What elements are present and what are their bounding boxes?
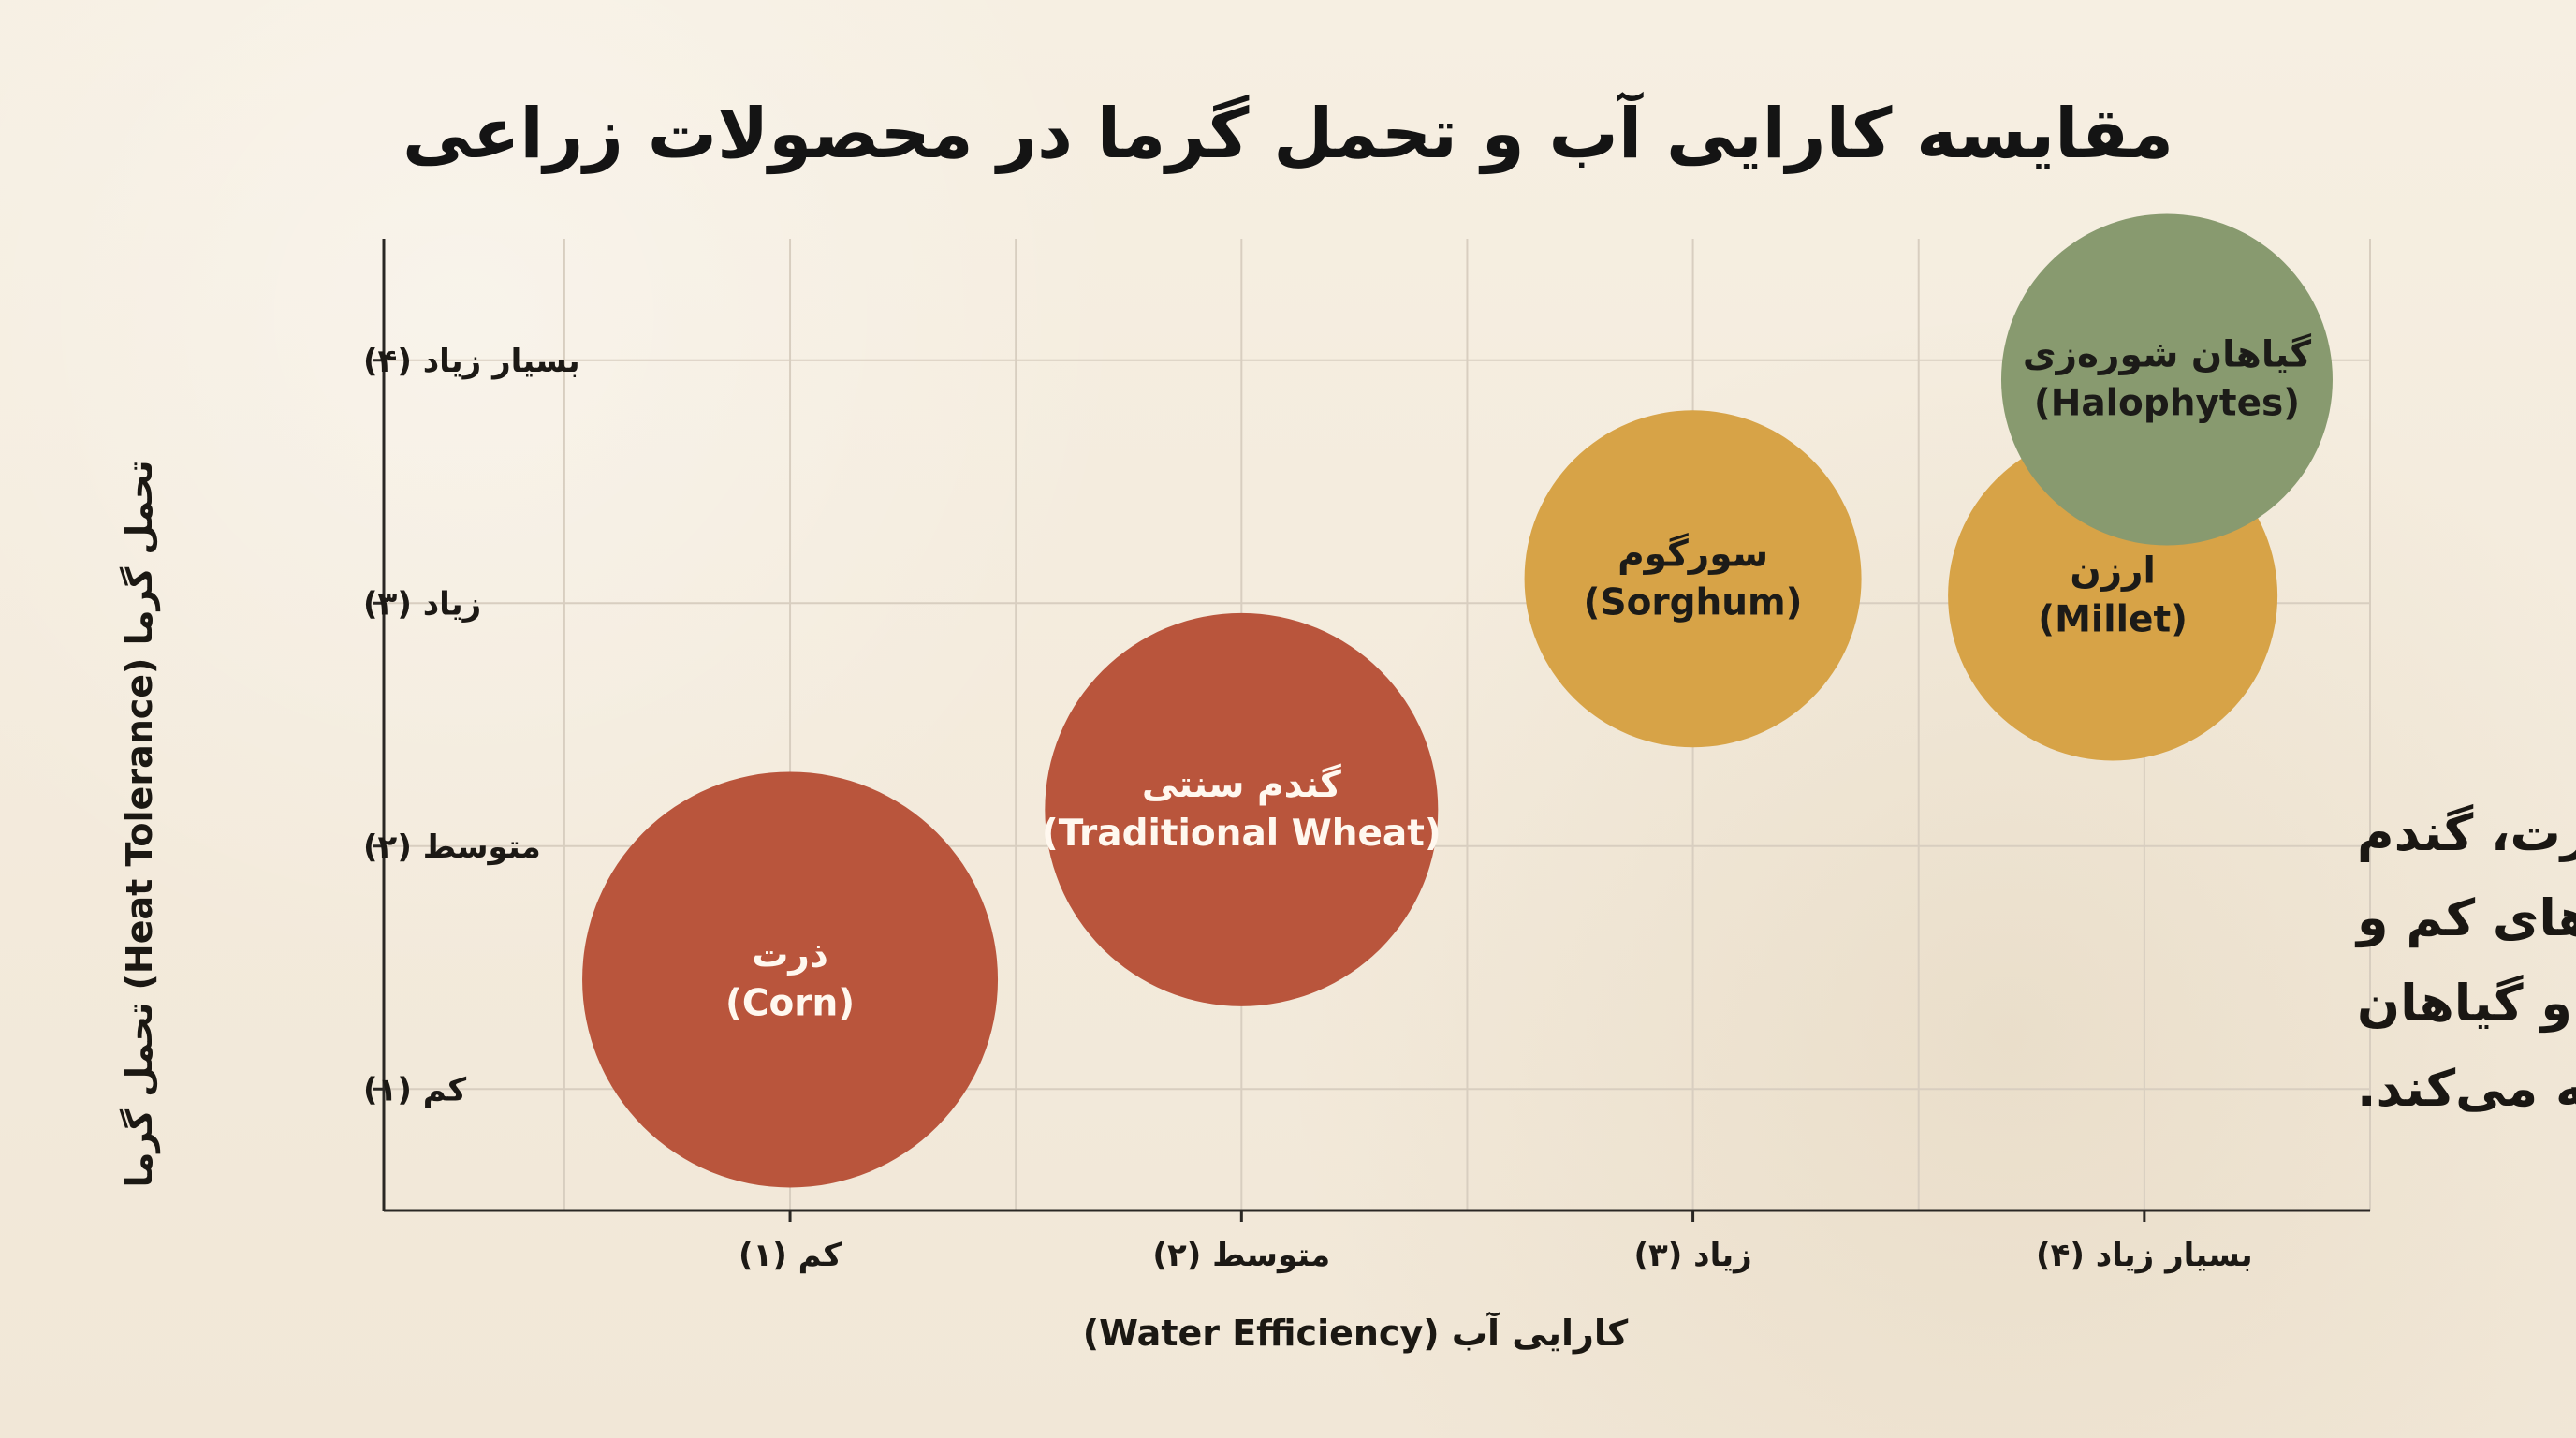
y-axis-label: تحمل گرما (Heat Tolerance) تحمل گرما bbox=[119, 461, 160, 1188]
bubble-label-en: (Millet) bbox=[2038, 598, 2188, 640]
bubble-label-en: (Corn) bbox=[725, 982, 855, 1024]
data-bubble bbox=[1045, 612, 1439, 1006]
annotation-line: تحمل گرمای بالای سورگوم، ارزن و گیاهان bbox=[2357, 974, 2576, 1033]
x-tick-label: متوسط (۲) bbox=[1152, 1237, 1330, 1274]
x-tick-label: کم (۱) bbox=[739, 1237, 842, 1274]
bubble-label-en: (Halophytes) bbox=[2034, 383, 2300, 425]
x-tick-label: بسیار زیاد (۴) bbox=[2036, 1237, 2253, 1274]
axes-layer bbox=[382, 239, 2370, 1212]
bubble-label-fa: گیاهان شوره‌زی bbox=[2023, 333, 2312, 376]
bubble-label-fa: ارزن bbox=[2070, 550, 2156, 592]
y-tick-label: کم (۱) bbox=[363, 1071, 466, 1108]
data-bubble bbox=[2000, 213, 2333, 546]
annotation-line: شوره‌زابن و گیاهازی مقایسه می‌کند. bbox=[2357, 1059, 2576, 1118]
y-tick-label: زیاد (۳) bbox=[363, 585, 481, 623]
bubble-label-fa: سورگوم bbox=[1617, 532, 1768, 575]
ticks-layer: کم (۱) متوسط (۲) زیاد (۳) بسیار زیاد (۴) کم … bbox=[363, 343, 2253, 1274]
annotation-line: آبی کم درو گندم سنتی را با نیازهای کم و bbox=[2354, 887, 2576, 947]
data-bubble bbox=[1524, 410, 1862, 748]
bubble-label-fa: گندم سنتی bbox=[1142, 763, 1341, 806]
bubble-label-en: (Sorghum) bbox=[1584, 581, 1803, 624]
chart-annotation: نموداری که نیازهای آبی بالا در ذرت، گندم… bbox=[2354, 801, 2576, 1118]
bubble-label-en: (Traditional Wheat) bbox=[1042, 813, 1442, 855]
y-tick-label: متوسط (۲) bbox=[363, 829, 541, 866]
y-tick-label: بسیار زیاد (۴) bbox=[363, 343, 580, 380]
points-layer: ذرت (Corn) گندم سنتی (Traditional Wheat) سور… bbox=[582, 213, 2333, 1188]
annotation-line: نموداری که نیازهای آبی بالا در ذرت، گندم bbox=[2357, 801, 2576, 862]
x-tick-label: زیاد (۳) bbox=[1633, 1237, 1751, 1274]
chart-title: مقایسه کارایی آب و تحمل گرما در محصولات … bbox=[402, 91, 2174, 175]
x-axis-label: کارایی آب (Water Efficiency) bbox=[1083, 1311, 1629, 1354]
data-bubble bbox=[582, 771, 999, 1188]
bubble-label-fa: ذرت bbox=[752, 933, 828, 976]
